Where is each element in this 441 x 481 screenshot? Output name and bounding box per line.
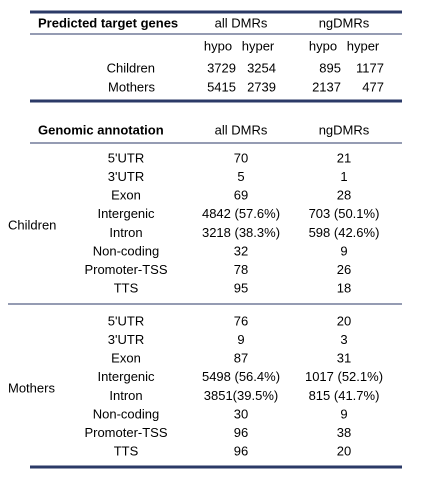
cell: 1177 [356,60,384,75]
cell: 28 [337,188,351,203]
feature-label: Intron [109,388,142,403]
group-label: Children [8,218,56,233]
feature-label: 5'UTR [108,313,144,328]
feature-label: Intergenic [97,206,155,221]
subcolumn-header: hyper [242,38,275,53]
cell: 1 [340,169,347,184]
column-header: all DMRs [215,15,268,30]
subcolumn-header: hypo [204,38,232,53]
feature-label: TTS [114,281,139,296]
cell: 2137 [312,79,341,94]
feature-label: Non-coding [93,243,160,258]
cell: 96 [234,425,248,440]
cell: 4842 (57.6%) [202,206,280,221]
cell: 703 (50.1%) [309,206,380,221]
cell: 9 [237,332,244,347]
cell: 477 [362,79,384,94]
cell: 815 (41.7%) [309,388,380,403]
feature-label: Promoter-TSS [84,262,167,277]
feature-label: Exon [111,351,141,366]
cell: 3 [340,332,347,347]
cell: 96 [234,444,248,459]
feature-label: Intron [109,225,142,240]
cell: 3851(39.5%) [204,388,278,403]
column-header: ngDMRs [319,15,370,30]
feature-label: 3'UTR [108,332,144,347]
cell: 1017 (52.1%) [305,369,383,384]
cell: 5 [237,169,244,184]
cell: 38 [337,425,351,440]
cell: 3729 [207,60,236,75]
cell: 31 [337,351,351,366]
cell: 32 [234,243,248,258]
column-header: ngDMRs [319,122,370,137]
row-label: Children [107,60,155,75]
section-title: Genomic annotation [38,122,164,137]
feature-label: Promoter-TSS [84,425,167,440]
cell: 87 [234,351,248,366]
cell: 598 (42.6%) [309,225,380,240]
cell: 9 [340,243,347,258]
feature-label: Non-coding [93,406,160,421]
cell: 895 [319,60,341,75]
cell: 3254 [247,60,276,75]
feature-label: Intergenic [97,369,155,384]
feature-label: Exon [111,188,141,203]
cell: 3218 (38.3%) [202,225,280,240]
cell: 5415 [207,79,236,94]
cell: 21 [337,150,351,165]
subcolumn-header: hyper [347,38,380,53]
cell: 95 [234,281,248,296]
cell: 76 [234,313,248,328]
cell: 78 [234,262,248,277]
cell: 69 [234,188,248,203]
cell: 20 [337,313,351,328]
cell: 26 [337,262,351,277]
cell: 20 [337,444,351,459]
feature-label: TTS [114,444,139,459]
column-header: all DMRs [215,122,268,137]
subcolumn-header: hypo [309,38,337,53]
cell: 70 [234,150,248,165]
group-label: Mothers [8,381,55,396]
cell: 5498 (56.4%) [202,369,280,384]
feature-label: 5'UTR [108,150,144,165]
cell: 30 [234,406,248,421]
cell: 9 [340,406,347,421]
section-title: Predicted target genes [38,15,178,30]
row-label: Mothers [108,79,155,94]
feature-label: 3'UTR [108,169,144,184]
cell: 2739 [247,79,276,94]
cell: 18 [337,281,351,296]
